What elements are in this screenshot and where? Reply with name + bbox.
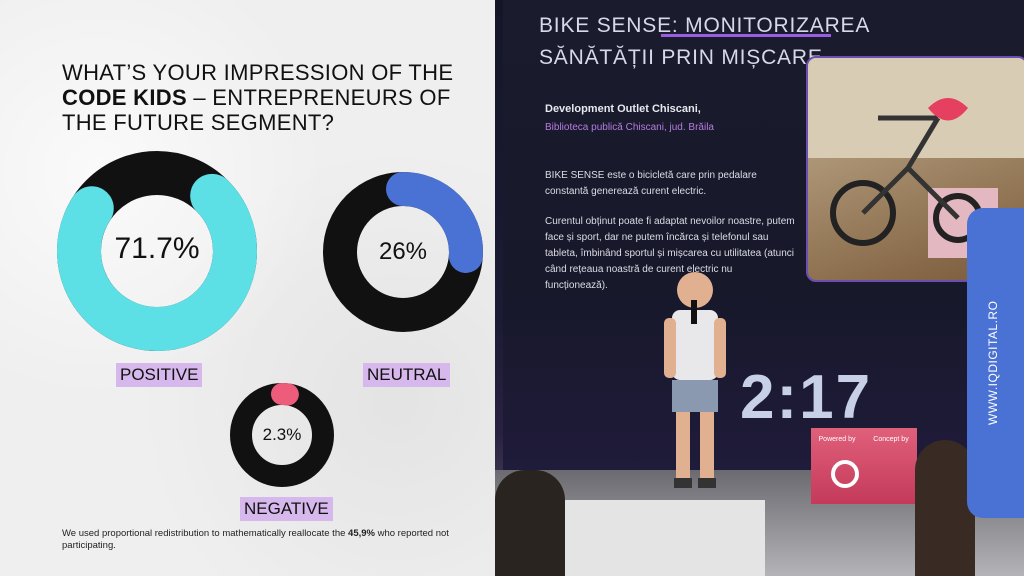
event-photo: BIKE SENSE: MONITORIZAREA SĂNĂTĂȚII PRIN… [495,0,1024,576]
description-1: BIKE SENSE este o bicicletă care prin pe… [545,170,757,197]
box-label-powered: Powered by [818,436,856,443]
donut-negative [230,383,334,487]
footnote: We used proportional redistribution to m… [62,528,472,552]
survey-panel: WHAT’S YOUR IMPRESSION OF THE CODE KIDS … [0,0,495,576]
project-location: Biblioteca publică Chiscani, jud. Brăila [545,122,714,133]
audience-silhouette [495,470,565,576]
value-label-negative: 2.3% [262,425,302,444]
podium [555,500,765,576]
title-underline [661,34,831,37]
donut-positive [57,151,257,351]
website-url[interactable]: WWW.IQDIGITAL.RO [986,300,1000,426]
title-bold: CODE KIDS [62,85,187,110]
box-label-concept: Concept by [873,436,909,443]
donut-slice-neutral [323,172,483,332]
donut-neutral [323,172,483,332]
screen-title-line1: BIKE SENSE: MONITORIZAREA [539,14,871,37]
stage-screen: BIKE SENSE: MONITORIZAREA SĂNĂTĂȚII PRIN… [503,0,1024,470]
donut-slice-negative [230,383,334,487]
category-label-neutral: NEUTRAL [363,363,451,387]
category-label-positive: POSITIVE [116,363,203,387]
title-rest: – ENTREPRENEURS OF THE FUTURE SEGMENT? [62,85,451,135]
bike-photo [806,56,1024,282]
page-title: WHAT’S YOUR IMPRESSION OF THE CODE KIDS … [62,60,462,135]
audience-silhouette-right [915,440,975,576]
footnote-suffix: who reported not participating. [62,528,449,551]
side-tab [967,208,1024,518]
value-label-positive: 71.7% [114,232,200,265]
logo-icon [831,460,859,488]
speaker-kid [664,272,726,488]
title-line1: WHAT’S YOUR IMPRESSION OF THE [62,60,454,85]
description-2: Curentul obținut poate fi adaptat nevoil… [545,216,795,291]
donut-slice-positive [57,151,257,351]
branded-box: Powered by Concept by [811,428,917,504]
category-label-negative: NEGATIVE [240,497,333,521]
project-name: Development Outlet Chiscani, [545,103,701,115]
screen-title-line2: SĂNĂTĂȚII PRIN MIȘCARE [539,46,823,69]
footnote-prefix: We used proportional redistribution to m… [62,528,349,539]
footnote-bold: 45,9% [348,528,375,539]
value-label-neutral: 26% [378,238,428,265]
clock-display: 2:17 [740,363,873,432]
